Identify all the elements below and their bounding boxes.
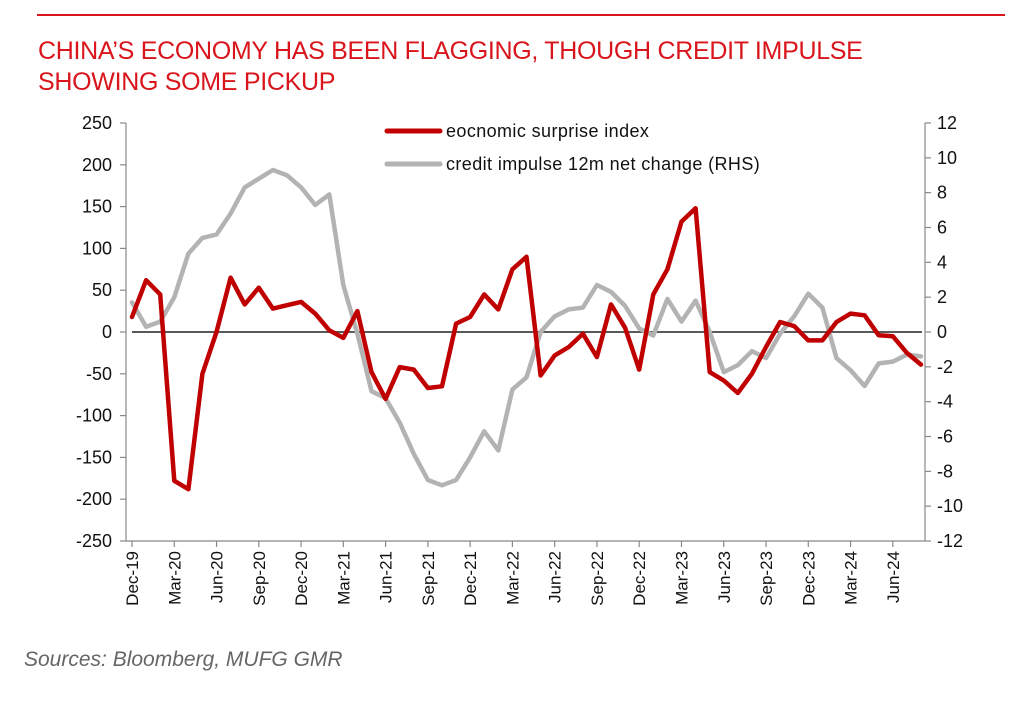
y-left-tick-label: 100	[82, 238, 112, 258]
x-tick-label: Mar-24	[842, 551, 861, 605]
y-right-tick-label: 6	[937, 218, 947, 238]
y-right-tick-label: 2	[937, 287, 947, 307]
y-left-tick-label: -50	[86, 364, 112, 384]
x-tick-label: Jun-22	[546, 551, 565, 603]
y-right-tick-label: -6	[937, 427, 953, 447]
y-left-tick-label: 0	[102, 322, 112, 342]
source-note: Sources: Bloomberg, MUFG GMR	[24, 648, 343, 671]
x-tick-label: Dec-21	[461, 551, 480, 606]
y-left-tick-label: 250	[82, 113, 112, 133]
y-right-tick-label: 12	[937, 113, 957, 133]
series-line-economic-surprise-index	[129, 206, 924, 492]
y-right-tick-label: -2	[937, 357, 953, 377]
y-right-tick-label: -4	[937, 392, 953, 412]
x-tick-label: Sep-22	[588, 551, 607, 606]
legend-label-economic-surprise-index: eocnomic surprise index	[446, 121, 649, 141]
x-tick-label: Dec-19	[123, 551, 142, 606]
top-rule	[37, 14, 1005, 16]
y-right-tick-label: 0	[937, 322, 947, 342]
y-right-tick-label: 10	[937, 148, 957, 168]
chart-title-line-1: CHINA’S ECONOMY HAS BEEN FLAGGING, THOUG…	[38, 37, 863, 65]
y-right-tick-label: -8	[937, 461, 953, 481]
x-tick-label: Jun-23	[715, 551, 734, 603]
y-left-tick-label: 200	[82, 155, 112, 175]
legend-label-credit-impulse: credit impulse 12m net change (RHS)	[446, 154, 760, 174]
y-right-tick-label: 4	[937, 252, 947, 272]
chart-title: CHINA’S ECONOMY HAS BEEN FLAGGING, THOUG…	[38, 36, 998, 98]
y-left-tick-label: 50	[92, 280, 112, 300]
chart-title-line-2: SHOWING SOME PICKUP	[38, 68, 336, 96]
x-tick-label: Jun-20	[208, 551, 227, 603]
x-tick-label: Jun-21	[377, 551, 396, 603]
x-tick-label: Mar-21	[334, 551, 353, 605]
y-left-tick-label: -150	[76, 447, 112, 467]
x-tick-label: Mar-22	[503, 551, 522, 605]
x-tick-label: Sep-20	[250, 551, 269, 606]
y-left-tick-label: -200	[76, 489, 112, 509]
chart-axes: 250200150100500-50-100-150-200-250121086…	[76, 113, 963, 606]
y-left-tick-label: -100	[76, 406, 112, 426]
x-tick-label: Jun-24	[884, 551, 903, 603]
x-tick-label: Mar-23	[672, 551, 691, 605]
chart-legend: eocnomic surprise index credit impulse 12…	[384, 121, 760, 174]
y-left-tick-label: 150	[82, 197, 112, 217]
x-tick-label: Sep-23	[757, 551, 776, 606]
y-right-tick-label: 8	[937, 183, 947, 203]
y-right-tick-label: -10	[937, 496, 963, 516]
series-line-credit-impulse	[129, 167, 924, 488]
x-tick-label: Dec-20	[292, 551, 311, 606]
x-tick-label: Sep-21	[419, 551, 438, 606]
x-tick-label: Dec-23	[799, 551, 818, 606]
x-tick-label: Dec-22	[630, 551, 649, 606]
chart-series	[129, 167, 924, 492]
y-left-tick-label: -250	[76, 531, 112, 551]
x-tick-label: Mar-20	[165, 551, 184, 605]
y-right-tick-label: -12	[937, 531, 963, 551]
